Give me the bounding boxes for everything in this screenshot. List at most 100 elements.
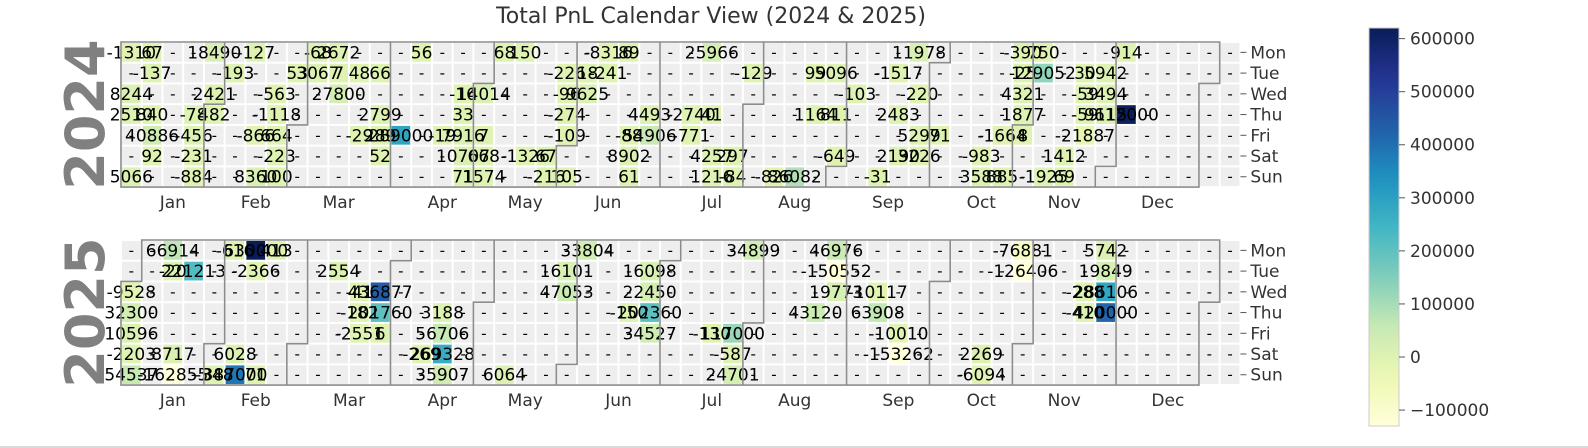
calendar-cell	[184, 43, 203, 62]
empty-marker: -	[481, 345, 486, 363]
cell-value-label: -130	[693, 324, 732, 344]
calendar-cell	[1013, 282, 1033, 302]
empty-marker: -	[1124, 85, 1129, 103]
calendar-cell	[391, 365, 411, 385]
empty-marker: -	[771, 147, 776, 165]
cell-value-label: 8	[1017, 126, 1028, 146]
empty-marker: -	[854, 366, 859, 384]
calendar-cell	[432, 323, 452, 343]
empty-marker: -	[523, 366, 528, 384]
calendar-cell	[951, 105, 970, 124]
calendar-cell	[992, 167, 1012, 187]
empty-marker: -	[1124, 147, 1129, 165]
calendar-cell	[308, 303, 328, 322]
cell-value-label: 221213	[161, 262, 226, 282]
empty-marker: -	[274, 324, 279, 342]
cell-value-label: -103	[838, 85, 877, 105]
calendar-cell	[806, 146, 825, 166]
calendar-cell	[889, 63, 908, 83]
cell-value-label: -19	[428, 126, 456, 146]
calendar-cell	[764, 344, 784, 364]
empty-marker: -	[626, 64, 631, 82]
empty-marker: -	[1062, 106, 1067, 124]
empty-marker: -	[191, 283, 196, 301]
calendar-cell	[826, 43, 846, 62]
empty-marker: -	[419, 241, 424, 259]
empty-marker: -	[460, 241, 465, 259]
calendar-cell	[1158, 323, 1178, 343]
calendar-cell	[1137, 167, 1157, 187]
bottom-divider	[0, 446, 1588, 448]
empty-marker: -	[585, 168, 590, 186]
empty-marker: -	[751, 283, 756, 301]
calendar-cell	[1075, 323, 1095, 343]
calendar-cell	[474, 365, 494, 385]
cell-value-label: -269	[402, 345, 441, 365]
empty-marker: -	[481, 241, 486, 259]
empty-marker: -	[315, 324, 320, 342]
cell-value-label: -1310	[107, 43, 156, 63]
calendar-cell	[1199, 365, 1219, 385]
cell-value-label: -59	[1071, 106, 1099, 126]
calendar-cell	[1096, 282, 1116, 302]
calendar-cell	[930, 84, 950, 104]
calendar-cell	[329, 344, 349, 364]
calendar-cell	[640, 125, 659, 145]
cell-value-label: 3494	[1084, 85, 1127, 105]
empty-marker: -	[1124, 241, 1129, 259]
calendar-cell	[267, 105, 286, 124]
calendar-cell	[598, 146, 618, 166]
cell-value-label: 7	[333, 64, 344, 84]
calendar-cell	[619, 167, 639, 187]
calendar-cell	[453, 146, 473, 166]
cell-value-label: 2672	[317, 43, 360, 63]
calendar-cell	[660, 105, 680, 124]
empty-marker: -	[1082, 324, 1087, 342]
empty-marker: -	[999, 106, 1004, 124]
calendar-cell	[619, 84, 639, 104]
empty-marker: -	[523, 168, 528, 186]
empty-marker: -	[771, 64, 776, 82]
empty-marker: -	[1144, 168, 1149, 186]
calendar-cell	[329, 261, 349, 281]
calendar-cell	[1013, 303, 1033, 322]
calendar-cell	[557, 167, 577, 187]
empty-marker: -	[419, 304, 424, 322]
empty-marker: -	[440, 283, 445, 301]
empty-marker: -	[564, 345, 569, 363]
calendar-cell	[1137, 261, 1157, 281]
empty-marker: -	[232, 283, 237, 301]
empty-marker: -	[771, 262, 776, 280]
cell-value-label: -162855	[137, 366, 208, 386]
calendar-cell	[826, 282, 846, 302]
cell-value-label: 67	[535, 147, 557, 167]
calendar-cell	[578, 167, 597, 187]
calendar-cell	[184, 365, 203, 385]
empty-marker: -	[377, 168, 382, 186]
empty-marker: -	[1227, 147, 1232, 165]
empty-marker: -	[481, 304, 486, 322]
calendar-cell	[1054, 303, 1074, 322]
calendar-cell	[204, 241, 224, 260]
empty-marker: -	[543, 283, 548, 301]
cell-value-label: -241	[589, 64, 628, 84]
empty-marker: -	[419, 366, 424, 384]
empty-marker: -	[1207, 304, 1212, 322]
cell-value-label: 1164	[794, 106, 837, 126]
empty-marker: -	[440, 262, 445, 280]
empty-marker: -	[605, 147, 610, 165]
calendar-cell	[681, 167, 701, 187]
calendar-cell	[515, 84, 535, 104]
calendar-cell	[930, 261, 950, 281]
cell-value-label: -2203	[107, 345, 156, 365]
calendar-cell	[723, 146, 742, 166]
empty-marker: -	[792, 345, 797, 363]
cell-value-label: 289	[364, 126, 396, 146]
empty-marker: -	[937, 106, 942, 124]
calendar-cell	[1158, 105, 1178, 124]
cell-value-label: 1574	[462, 168, 505, 188]
empty-marker: -	[605, 283, 610, 301]
empty-marker: -	[460, 262, 465, 280]
calendar-cell	[764, 323, 784, 343]
cell-value-label: 52	[369, 147, 391, 167]
